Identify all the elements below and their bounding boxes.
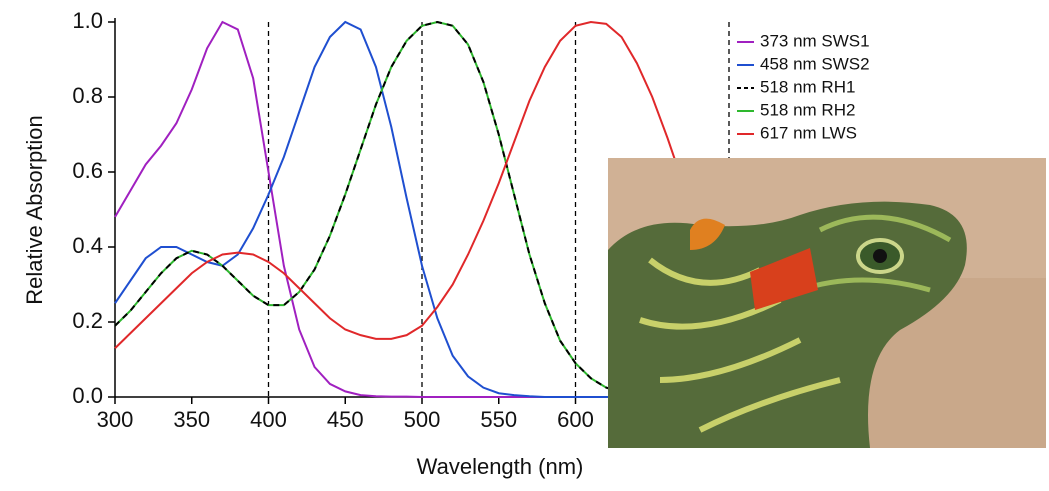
y-axis-title: Relative Absorption (22, 115, 47, 305)
legend-label: 518 nm RH1 (760, 77, 855, 96)
y-tick-label: 0.0 (72, 383, 103, 408)
x-tick-label: 400 (250, 407, 287, 432)
legend-label: 518 nm RH2 (760, 100, 855, 119)
x-tick-label: 300 (97, 407, 134, 432)
legend-label: 617 nm LWS (760, 123, 857, 142)
legend-label: 373 nm SWS1 (760, 31, 870, 50)
turtle-photo (608, 158, 1046, 448)
y-tick-label: 0.2 (72, 308, 103, 333)
y-tick-label: 0.8 (72, 83, 103, 108)
legend: 373 nm SWS1 458 nm SWS2 518 nm RH1 518 nm R… (737, 31, 870, 142)
x-tick-label: 350 (173, 407, 210, 432)
x-tick-label: 600 (557, 407, 594, 432)
legend-label: 458 nm SWS2 (760, 54, 870, 73)
x-axis-title: Wavelength (nm) (417, 454, 584, 479)
plot-area: 0.0 0.2 0.4 0.6 0.8 1.0 300 350 400 450 500 550 600 W… (22, 8, 730, 479)
y-tick-label: 0.6 (72, 158, 103, 183)
x-tick-label: 500 (404, 407, 441, 432)
y-tick-label: 0.4 (72, 233, 103, 258)
x-tick-label: 550 (480, 407, 517, 432)
x-tick-label: 450 (327, 407, 364, 432)
series-line (114, 20, 730, 349)
y-tick-label: 1.0 (72, 8, 103, 33)
